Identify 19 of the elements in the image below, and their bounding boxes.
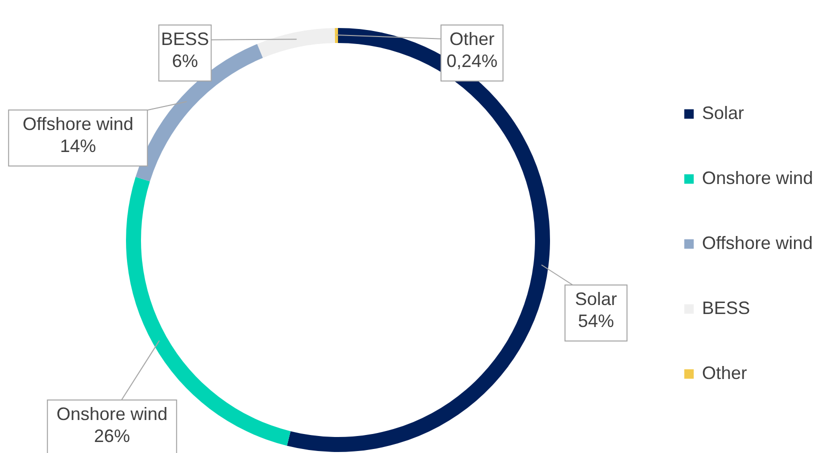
donut-slice [286, 28, 550, 452]
data-label: 6% [172, 51, 198, 71]
slice-label: Onshore wind [56, 404, 168, 424]
donut-slice [257, 28, 336, 58]
data-label: 26% [94, 426, 130, 446]
legend-label: Other [702, 363, 748, 383]
slice-label: Other [449, 29, 495, 49]
donut-slice [136, 44, 263, 182]
legend-label: Offshore wind [702, 233, 813, 253]
legend-label: Onshore wind [702, 168, 814, 188]
data-label: 0,24% [446, 51, 498, 71]
legend-label: Solar [702, 103, 744, 123]
slice-label: BESS [160, 29, 210, 49]
data-label: 54% [578, 311, 614, 331]
slice-label: Offshore wind [22, 114, 134, 134]
legend-label: BESS [702, 298, 750, 318]
donut-slice [334, 28, 338, 44]
slice-label: Solar [574, 289, 618, 309]
data-label: 14% [60, 136, 96, 156]
